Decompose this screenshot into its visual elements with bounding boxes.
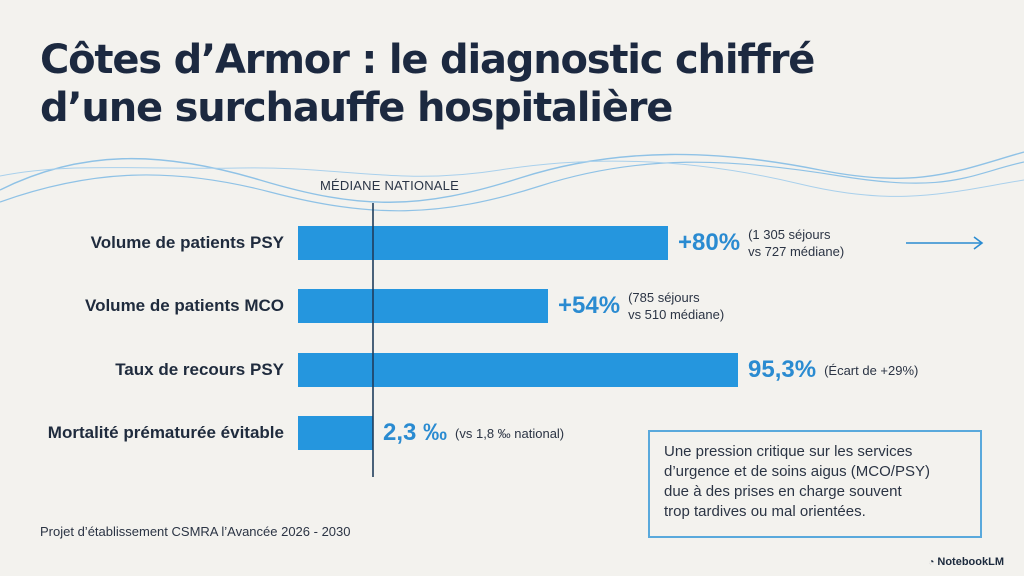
brand-name: NotebookLM	[937, 556, 1004, 568]
callout-box: Une pression critique sur les services d…	[648, 430, 982, 538]
title-line-2: d’une surchauffe hospitalière	[40, 85, 673, 131]
wave-line-2	[0, 161, 1024, 212]
decorative-waves	[0, 151, 1024, 212]
value-label-4: 2,3 ‰	[383, 419, 448, 446]
title-line-1: Côtes d’Armor : le diagnostic chiffré	[40, 37, 815, 83]
value-note-4: (vs 1,8 ‰ national)	[455, 426, 565, 441]
value-label-3: 95,3%	[748, 356, 817, 383]
arrow-right-icon	[906, 236, 984, 250]
wave-line-3	[0, 160, 1024, 197]
bar-label-3: Taux de recours PSY	[115, 360, 284, 379]
bar-2	[298, 289, 548, 323]
callout-line-1: Une pression critique sur les services	[664, 443, 913, 460]
callout-line-4: trop tardives ou mal orientées.	[664, 503, 866, 520]
median-label: MÉDIANE NATIONALE	[316, 178, 463, 193]
wave-line-1	[0, 151, 1024, 203]
bar-4	[298, 416, 373, 450]
notebooklm-icon: ◔	[928, 557, 935, 568]
bar-3	[298, 353, 738, 387]
value-note-3: (Écart de +29%)	[824, 363, 919, 378]
bar-1	[298, 226, 668, 260]
value-note-2: (785 séjours vs 510 médiane)	[628, 290, 725, 322]
bar-label-1: Volume de patients PSY	[90, 233, 284, 252]
value-label-2: +54%	[558, 292, 621, 319]
value-note-1: (1 305 séjours vs 727 médiane)	[748, 227, 845, 259]
brand-logo: ◔ NotebookLM	[928, 556, 1004, 568]
callout-line-3: due à des prises en charge souvent	[664, 483, 902, 500]
bar-label-4: Mortalité prématurée évitable	[47, 423, 284, 442]
callout-line-2: d’urgence et de soins aigus (MCO/PSY)	[664, 463, 930, 480]
footer-source: Projet d’établissement CSMRA l’Avancée 2…	[40, 524, 351, 539]
page-title: Côtes d’Armor : le diagnostic chiffré d’…	[40, 36, 980, 132]
bar-label-2: Volume de patients MCO	[85, 296, 284, 315]
value-label-1: +80%	[678, 229, 741, 256]
